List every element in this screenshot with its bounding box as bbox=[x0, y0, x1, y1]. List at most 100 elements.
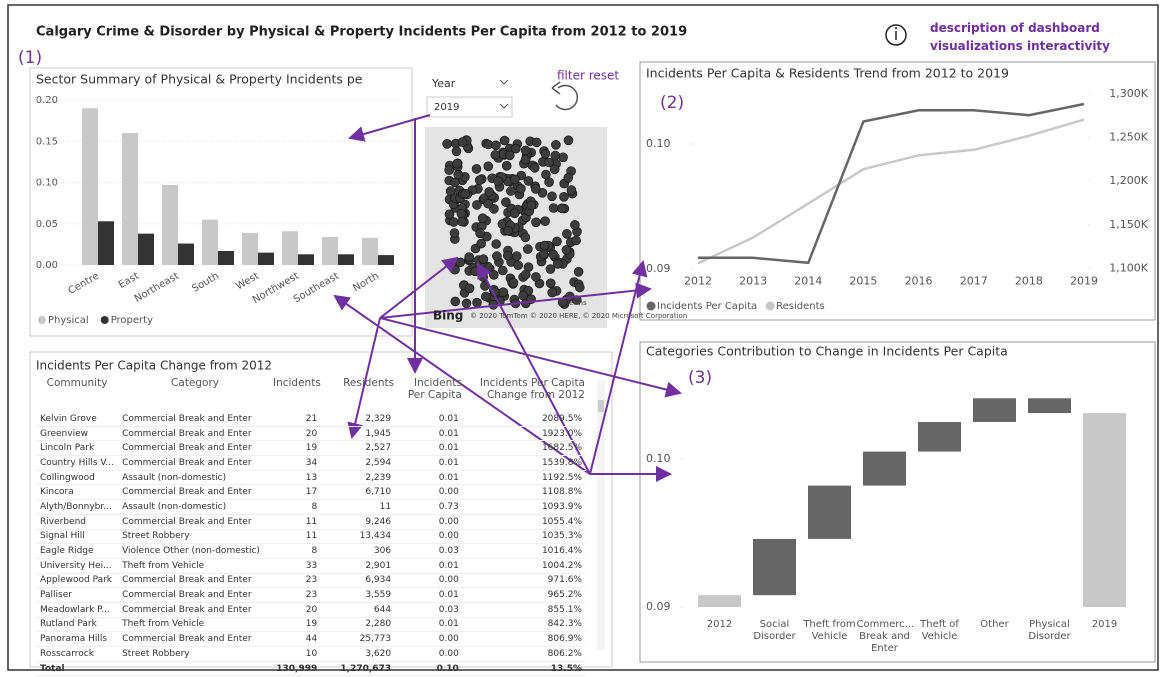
table-row: Kincora Commercial Break and Enter 17 6,710… bbox=[36, 484, 586, 501]
map-point bbox=[550, 150, 561, 161]
slicer-value[interactable]: 2019 bbox=[434, 102, 459, 113]
y2-tick-label: 1,250K bbox=[1109, 131, 1148, 144]
panel-frame bbox=[639, 341, 1156, 663]
map-point bbox=[470, 266, 480, 277]
table-cell bbox=[118, 660, 272, 677]
map-point bbox=[531, 272, 541, 282]
map-point bbox=[509, 208, 520, 219]
table-cell: 1923.0% bbox=[462, 426, 586, 442]
table-row: Rosscarrock Street Robbery 10 3,620 0.00 806.… bbox=[36, 646, 586, 662]
map-point bbox=[472, 200, 482, 210]
map-point bbox=[472, 297, 482, 308]
bar bbox=[162, 184, 178, 265]
table-cell: 3,620 bbox=[321, 646, 396, 662]
y-tick-label: 0.09 bbox=[646, 600, 671, 613]
map-point bbox=[545, 278, 556, 289]
table-cell: 855.1% bbox=[462, 602, 586, 618]
map-point bbox=[548, 249, 559, 260]
y-tick-label: 0.10 bbox=[646, 137, 671, 150]
map-point bbox=[444, 165, 455, 175]
map-point bbox=[449, 228, 460, 238]
y-tick-label: 0.09 bbox=[646, 262, 671, 275]
table-cell: 306 bbox=[321, 543, 396, 559]
map-point bbox=[541, 169, 551, 180]
table-cell: Riverbend bbox=[36, 514, 119, 530]
legend-swatch bbox=[100, 316, 109, 324]
map-point bbox=[518, 290, 528, 301]
map-point bbox=[477, 213, 488, 223]
map-point bbox=[451, 146, 462, 157]
reset-icon[interactable] bbox=[555, 84, 579, 111]
table-cell: 23 bbox=[271, 573, 322, 589]
table-cell: Total bbox=[36, 660, 119, 677]
table-row: University Hei... Theft from Vehicle 33 2,9… bbox=[36, 558, 586, 574]
map-point bbox=[538, 249, 549, 260]
table-cell: Applewood Park bbox=[36, 573, 119, 589]
map-point bbox=[450, 177, 460, 188]
x-tick-label: Commerc... Break and Enter bbox=[856, 619, 915, 654]
table-cell: 0.73 bbox=[395, 499, 463, 515]
map-terms[interactable]: Terms bbox=[565, 299, 587, 307]
table-grid: Community Category Incidents Residents Incid… bbox=[36, 376, 586, 677]
map-point bbox=[557, 203, 567, 214]
table-cell: Assault (non-domestic) bbox=[118, 470, 272, 486]
map-point bbox=[549, 164, 560, 175]
table-cell: 1,270,673 bbox=[321, 660, 396, 677]
column-header[interactable]: Residents bbox=[343, 377, 395, 389]
scrollbar[interactable] bbox=[597, 380, 605, 650]
info-icon[interactable] bbox=[885, 24, 907, 46]
column-header[interactable]: Category bbox=[171, 377, 220, 389]
x-tick-label: 2016 bbox=[905, 275, 933, 288]
dropdown[interactable] bbox=[426, 96, 513, 118]
map-point bbox=[529, 163, 540, 173]
table-cell: 1682.5% bbox=[462, 440, 586, 457]
description-link[interactable]: description of dashboard visualizations … bbox=[930, 21, 1110, 53]
table-cell: 13,434 bbox=[321, 529, 396, 545]
x-tick-label: North bbox=[351, 271, 381, 295]
table: Community Category Incidents Residents Incid… bbox=[36, 376, 596, 677]
map-point bbox=[503, 225, 513, 236]
bar bbox=[122, 133, 138, 265]
legend-swatch bbox=[765, 301, 775, 311]
map-point bbox=[450, 296, 461, 307]
table-row: Palliser Commercial Break and Enter 23 3,55… bbox=[36, 587, 586, 603]
map-point bbox=[452, 158, 462, 169]
table-row: Meadowlark P... Commercial Break and Ente… bbox=[36, 602, 586, 618]
table-cell: Rutland Park bbox=[36, 617, 119, 633]
map-point bbox=[563, 173, 574, 183]
map-point bbox=[566, 185, 577, 195]
x-tick-label: Southeast bbox=[292, 271, 341, 306]
chart-title: Categories Contribution to Change in Inc… bbox=[646, 344, 1008, 359]
column-header[interactable]: Incidents bbox=[272, 377, 321, 389]
total-row: Total 130,999 1,270,673 0.10 13.5% bbox=[36, 660, 586, 677]
map-point bbox=[570, 220, 580, 230]
column-header[interactable]: Incidents Per Capita Change from 2012 bbox=[479, 377, 585, 401]
map-point bbox=[442, 139, 452, 149]
legend-swatch bbox=[646, 301, 656, 311]
y2-tick-label: 1,300K bbox=[1109, 87, 1148, 100]
map-point bbox=[444, 209, 455, 220]
scroll-thumb[interactable] bbox=[598, 400, 604, 412]
map-point bbox=[480, 291, 491, 302]
column-header[interactable]: Incidents Per Capita bbox=[407, 377, 462, 401]
waterfall-bar bbox=[1083, 413, 1126, 607]
table-cell: 0.01 bbox=[395, 470, 463, 486]
table-cell: Rosscarrock bbox=[36, 646, 119, 662]
bar bbox=[98, 221, 114, 265]
column-header[interactable]: Community bbox=[46, 377, 108, 389]
table-cell: Commercial Break and Enter bbox=[118, 573, 272, 589]
map-point bbox=[539, 240, 550, 251]
bar bbox=[282, 231, 298, 265]
filter-reset[interactable]: filter reset bbox=[557, 69, 619, 83]
map-point bbox=[510, 143, 521, 154]
table-cell: Street Robbery bbox=[118, 529, 272, 545]
table-row: Greenview Commercial Break and Enter 20 1,9… bbox=[36, 426, 586, 442]
table-cell: 2,329 bbox=[321, 412, 396, 427]
table-cell: 0.10 bbox=[395, 660, 463, 677]
table-row: Country Hills V... Commercial Break and E… bbox=[36, 455, 586, 471]
x-tick-label: 2013 bbox=[739, 275, 767, 288]
panel-frame bbox=[29, 67, 413, 337]
table-cell: 11 bbox=[271, 514, 322, 530]
bar bbox=[298, 254, 314, 265]
